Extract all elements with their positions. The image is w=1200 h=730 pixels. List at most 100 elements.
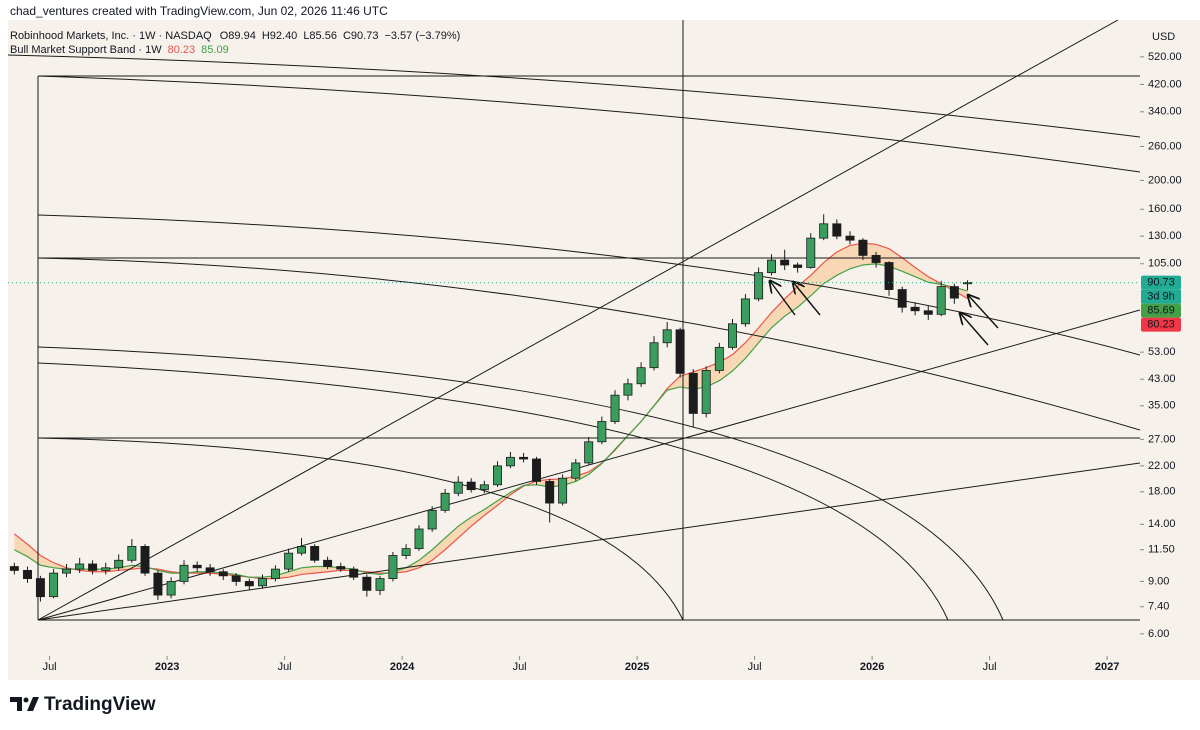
- x-tick-label: 2026: [860, 661, 884, 673]
- x-tick-label: Jul: [983, 661, 997, 673]
- change: −3.57 (−3.79%): [384, 30, 460, 42]
- candle-body: [62, 568, 71, 574]
- candle-body: [297, 546, 306, 554]
- y-tick-label: 260.00: [1148, 140, 1182, 152]
- x-tick-label: Jul: [278, 661, 292, 673]
- candle-body: [466, 481, 476, 491]
- indicator-value: 80.23: [168, 44, 196, 56]
- candle-body: [336, 566, 346, 570]
- candle-body: [270, 568, 280, 579]
- y-tick-label: 340.00: [1148, 106, 1182, 118]
- candle-body: [179, 564, 189, 582]
- candle-body: [688, 372, 698, 414]
- candle-body: [231, 575, 241, 582]
- candle-body: [623, 383, 633, 396]
- candle-body: [401, 548, 411, 556]
- x-tick-label: 2023: [155, 661, 179, 673]
- candle-body: [532, 458, 541, 482]
- indicator-name: Bull Market Support Band · 1W: [10, 44, 162, 56]
- candle-body: [323, 559, 333, 567]
- ohlc-value: H92.40: [262, 30, 297, 42]
- price-tag-label: 90.73: [1147, 277, 1175, 289]
- y-tick-label: 35.00: [1148, 400, 1176, 412]
- candle-body: [375, 578, 385, 591]
- gann-drawings: [8, 20, 1140, 621]
- candle-body: [949, 286, 959, 299]
- candle-body: [101, 567, 111, 571]
- band-line: [14, 263, 968, 578]
- candle-body: [127, 546, 137, 561]
- candle-body: [819, 223, 829, 239]
- countdown-label: 3d 9h: [1147, 291, 1175, 303]
- ohlc-value: C90.73: [343, 30, 378, 42]
- x-tick-label: Jul: [513, 661, 527, 673]
- candle-body: [519, 456, 529, 460]
- x-tick-label: Jul: [43, 661, 57, 673]
- price-tag: [1141, 317, 1181, 332]
- price-tag: [1141, 275, 1181, 290]
- candle-body: [153, 572, 163, 596]
- y-tick-label: 7.40: [1148, 601, 1169, 613]
- candle-body: [35, 578, 45, 598]
- y-tick-label: 43.00: [1148, 373, 1176, 385]
- candle-body: [780, 259, 790, 266]
- candle-body: [728, 323, 737, 348]
- candle-body: [571, 462, 581, 479]
- candle-body: [936, 286, 946, 315]
- symbol-legend: Robinhood Markets, Inc. · 1W · NASDAQ O89…: [10, 30, 460, 42]
- price-tag-label: 85.69: [1147, 305, 1175, 317]
- price-tag: [1141, 303, 1181, 318]
- candle-body: [493, 465, 502, 486]
- currency: USD: [1152, 31, 1175, 43]
- candle-body: [740, 298, 750, 325]
- candle-body: [414, 528, 424, 550]
- candle-body: [649, 342, 659, 369]
- candle-body: [23, 570, 32, 579]
- y-tick-label: 14.00: [1148, 518, 1176, 530]
- candle-body: [114, 559, 124, 569]
- candle-body: [88, 563, 98, 571]
- x-tick-label: 2024: [390, 661, 415, 673]
- candle-body: [884, 262, 894, 290]
- annotation-arrows: [770, 281, 999, 346]
- ohlc-value: O89.94: [220, 30, 256, 42]
- y-tick-label: 6.00: [1148, 628, 1169, 640]
- candle-body: [75, 563, 85, 570]
- candle-body: [49, 572, 59, 598]
- candle-body: [636, 367, 646, 385]
- candle-body: [662, 329, 672, 344]
- candle-body: [754, 272, 764, 300]
- countdown-tag: [1141, 289, 1181, 304]
- candle-body: [584, 441, 594, 464]
- candle-body: [427, 509, 437, 530]
- candle-body: [166, 581, 176, 596]
- y-tick-label: 18.00: [1148, 486, 1176, 498]
- indicator-value: 85.09: [201, 44, 229, 56]
- candle-body: [140, 546, 150, 574]
- candle-body: [558, 477, 568, 504]
- candle-body: [205, 567, 215, 573]
- candle-body: [793, 264, 803, 268]
- x-tick-label: Jul: [748, 661, 762, 673]
- candle-body: [9, 566, 19, 571]
- y-tick-label: 105.00: [1148, 258, 1182, 270]
- y-tick-label: 11.50: [1148, 544, 1175, 556]
- y-tick-label: 520.00: [1148, 51, 1182, 63]
- candle-body: [192, 564, 202, 569]
- candle-body: [453, 481, 463, 494]
- candle-body: [767, 259, 776, 274]
- price-tag-label: 80.23: [1147, 319, 1175, 331]
- brand-name: TradingView: [44, 694, 156, 715]
- y-tick-label: 420.00: [1148, 78, 1182, 90]
- candle-body: [505, 456, 515, 467]
- candle-body: [545, 481, 555, 504]
- candle-body: [479, 484, 489, 491]
- candle-body: [258, 578, 267, 587]
- y-tick-label: 22.00: [1148, 460, 1176, 472]
- candle-body: [362, 576, 372, 591]
- candle-body: [845, 235, 855, 241]
- candle-body: [701, 370, 711, 414]
- y-tick-label: 200.00: [1148, 174, 1182, 186]
- x-tick-label: 2027: [1095, 661, 1119, 673]
